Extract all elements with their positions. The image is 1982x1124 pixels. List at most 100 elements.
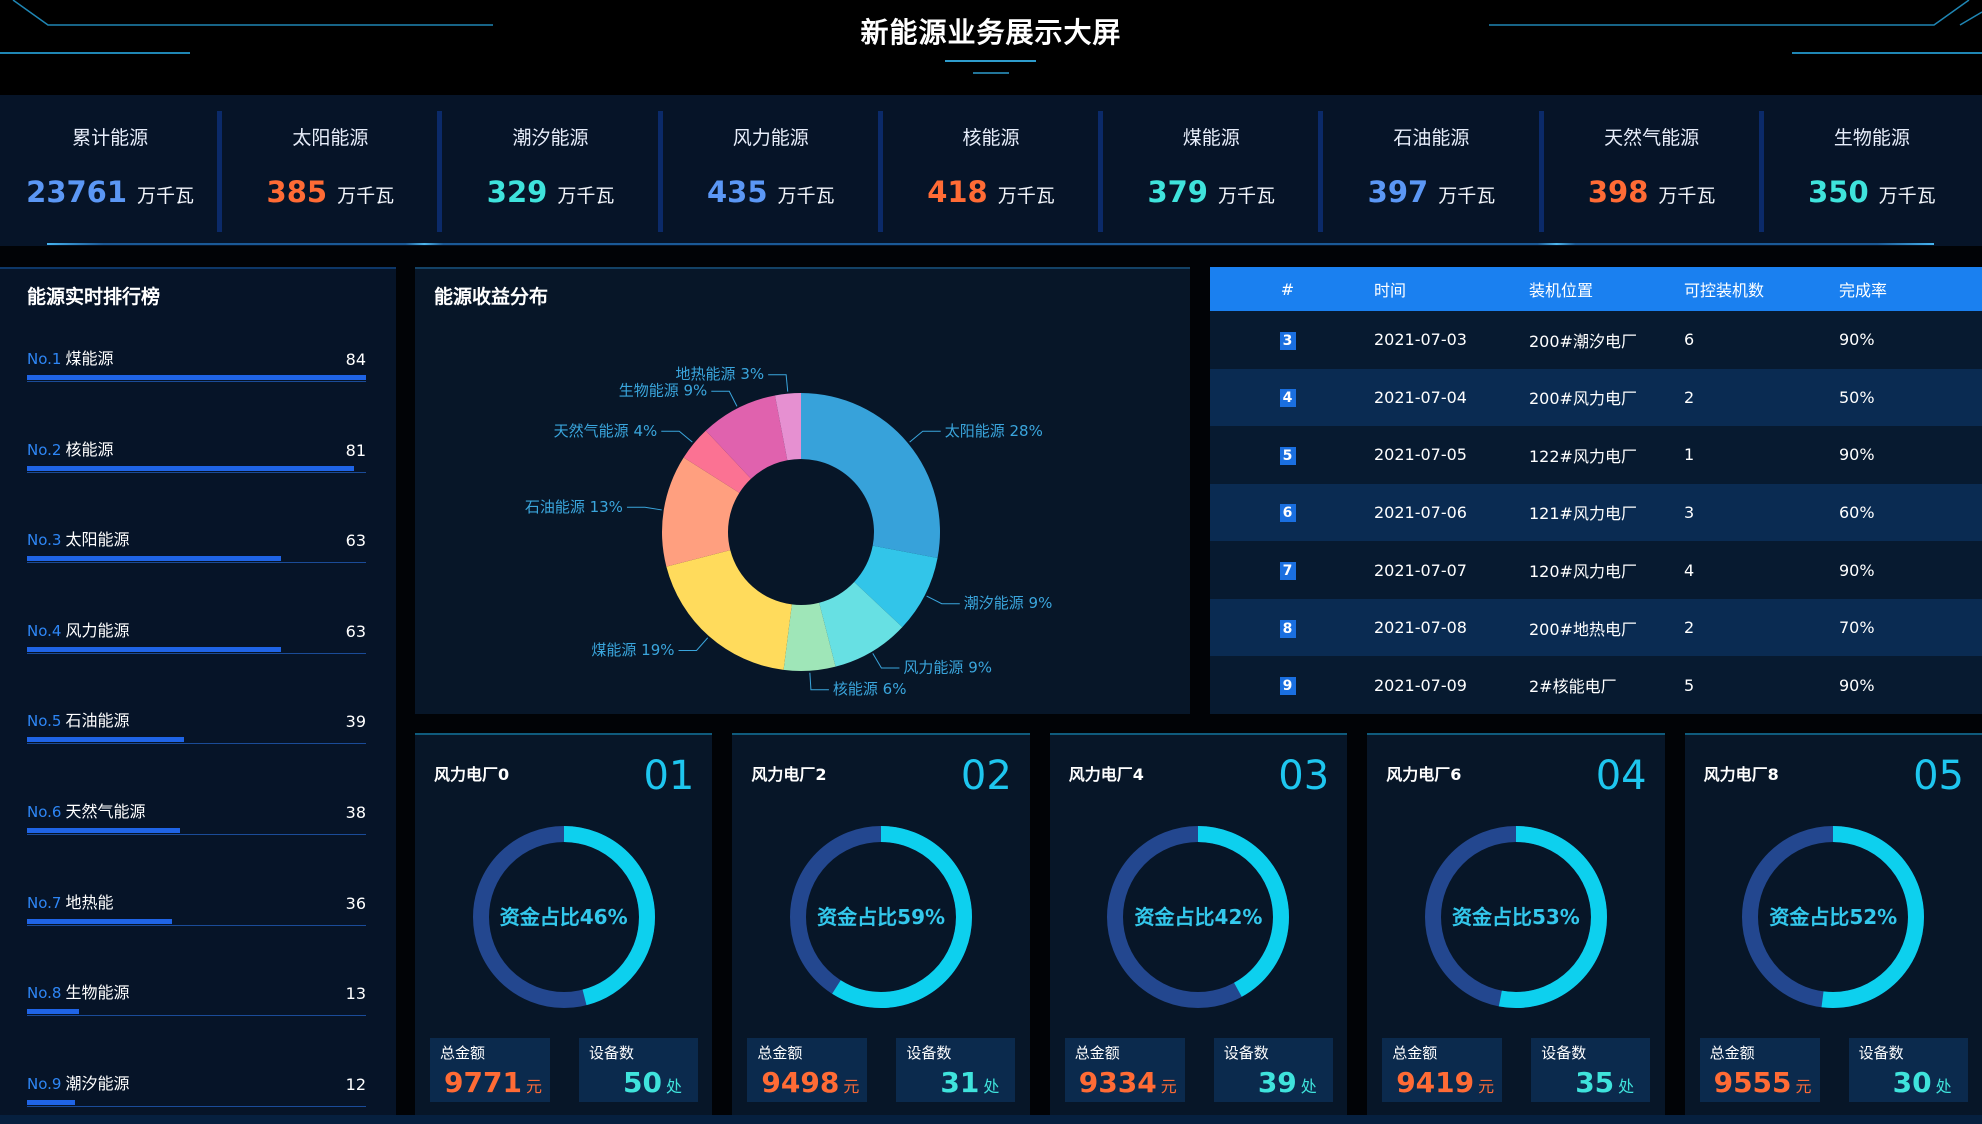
device-count-value: 35 <box>1575 1066 1615 1099</box>
pie-leader-line <box>926 595 960 605</box>
stat-cell: 煤能源 379 万千瓦 <box>1101 95 1324 235</box>
pie-label: 核能源 6% <box>833 680 907 698</box>
ranking-number: No.4 <box>27 621 62 640</box>
pie-slice-4[interactable] <box>783 602 836 671</box>
device-count-value-line: 50 处 <box>623 1066 682 1104</box>
pie-label: 煤能源 19% <box>591 641 674 659</box>
plant-name: 风力电厂2 <box>751 765 827 784</box>
ranking-number: No.6 <box>27 802 62 821</box>
total-amount-label: 总金额 <box>1709 1044 1755 1062</box>
plant-index: 02 <box>960 753 1012 799</box>
pie-slice-2[interactable] <box>854 545 938 628</box>
table-cell: 7 <box>1210 560 1365 581</box>
stat-cell: 风力能源 435 万千瓦 <box>661 95 884 235</box>
row-index-badge: 6 <box>1279 504 1296 523</box>
stat-label: 潮汐能源 <box>512 127 589 149</box>
pie-slice-6[interactable] <box>662 457 740 567</box>
total-amount-unit: 元 <box>1795 1077 1812 1096</box>
stat-label: 太阳能源 <box>292 127 369 149</box>
pie-slice-1[interactable] <box>801 393 940 559</box>
table-cell: 90% <box>1839 445 1875 465</box>
ranking-bar-track <box>27 465 366 473</box>
fund-ratio-label: 资金占比42% <box>1134 905 1263 929</box>
pie-slice-3[interactable] <box>819 581 903 667</box>
stat-unit: 万千瓦 <box>1878 185 1936 207</box>
stat-unit: 万千瓦 <box>1438 185 1496 207</box>
table-cell: 2021-07-08 <box>1374 618 1467 638</box>
pie-leader-line <box>661 430 693 443</box>
ranking-row: No.4 风力能源 63 <box>27 615 366 704</box>
installation-table: # 时间 装机位置 可控装机数 完成率 3 2021-07-03 200#潮汐电厂 6 90% 4… <box>1210 267 1982 714</box>
ranking-bar-fill <box>27 737 185 743</box>
device-count-label: 设备数 <box>589 1044 635 1062</box>
stat-cell: 累计能源 23761 万千瓦 <box>0 95 223 235</box>
donut-title: 能源收益分布 <box>434 286 549 308</box>
table-cell: 200#风力电厂 <box>1529 389 1637 409</box>
table-cell: 9 <box>1210 675 1365 696</box>
device-count-value: 50 <box>623 1066 662 1099</box>
plant-card: 风力电厂8 05 资金占比52% 总金额 9555 元 设备数 30 处 <box>1684 733 1982 1115</box>
stat-value-line: 435 万千瓦 <box>661 172 881 217</box>
total-amount-label: 总金额 <box>757 1044 803 1062</box>
table-header-cell: 时间 <box>1374 281 1407 300</box>
ranking-row-label: No.9 潮汐能源 <box>27 1070 129 1094</box>
ranking-bar-track <box>27 1099 366 1107</box>
row-index-badge: 5 <box>1279 446 1296 465</box>
total-amount-value: 9334 <box>1078 1066 1157 1099</box>
table-cell: 8 <box>1210 618 1365 638</box>
fund-ratio-ring <box>790 826 973 1008</box>
total-amount-label: 总金额 <box>1074 1044 1120 1062</box>
table-cell: 2021-07-03 <box>1374 330 1467 350</box>
ranking-bar-fill <box>27 918 173 924</box>
stat-cell: 太阳能源 385 万千瓦 <box>220 95 443 235</box>
total-amount-value: 9498 <box>761 1066 840 1099</box>
device-count-unit: 处 <box>665 1077 682 1096</box>
ranking-row: No.9 潮汐能源 12 <box>27 1068 366 1113</box>
ranking-row-header: No.2 核能源 81 <box>27 434 366 460</box>
ranking-row: No.6 天然气能源 38 <box>27 796 366 885</box>
fund-ratio-ring <box>1424 826 1607 1008</box>
table-cell: 2021-07-09 <box>1374 675 1467 695</box>
ring-progress <box>1107 826 1290 1008</box>
pie-label: 潮汐能源 9% <box>964 594 1053 612</box>
pie-slice-5[interactable] <box>666 550 792 670</box>
table-cell: 5 <box>1684 675 1695 695</box>
pie-slice-8[interactable] <box>705 395 788 479</box>
fund-ratio-ring <box>472 826 655 1008</box>
stat-unit: 万千瓦 <box>557 185 615 207</box>
device-count-value: 39 <box>1257 1066 1297 1099</box>
pie-slice-7[interactable] <box>683 430 752 493</box>
ranking-row-label: No.4 风力能源 <box>27 617 129 641</box>
pie-label: 石油能源 13% <box>525 498 623 516</box>
pie-label: 风力能源 9% <box>903 658 992 676</box>
device-count-box: 设备数 30 处 <box>1848 1038 1968 1102</box>
table-row: 6 2021-07-06 121#风力电厂 3 60% <box>1210 483 1982 542</box>
stat-label: 煤能源 <box>1182 127 1240 149</box>
ranking-row-header: No.6 天然气能源 38 <box>27 796 366 822</box>
ranking-row: No.1 煤能源 84 <box>27 343 366 432</box>
ranking-row-label: No.5 石油能源 <box>27 707 129 731</box>
table-cell: 2021-07-04 <box>1374 387 1467 407</box>
table-row: 7 2021-07-07 120#风力电厂 4 90% <box>1210 541 1982 599</box>
header-line-right-top <box>1489 0 1970 26</box>
device-count-label: 设备数 <box>1858 1044 1904 1062</box>
stat-label: 核能源 <box>962 127 1020 149</box>
ranking-row-label: No.6 天然气能源 <box>27 798 145 822</box>
stat-cell: 潮汐能源 329 万千瓦 <box>440 95 663 235</box>
ranking-row-header: No.7 地热能 36 <box>27 887 366 913</box>
ranking-name: 核能源 <box>65 439 114 459</box>
device-count-label: 设备数 <box>1541 1044 1587 1062</box>
ranking-name: 地热能 <box>65 892 114 912</box>
total-amount-value-line: 9771 元 <box>444 1066 542 1104</box>
stat-value: 379 <box>1147 175 1208 209</box>
total-amount-unit: 元 <box>1160 1077 1177 1096</box>
table-cell: 90% <box>1839 330 1875 350</box>
total-amount-unit: 元 <box>1478 1077 1495 1096</box>
stat-value: 418 <box>927 175 988 209</box>
footer-strip <box>0 1115 1982 1124</box>
ranking-value: 63 <box>345 531 366 551</box>
pie-slice-9[interactable] <box>774 393 801 461</box>
ranking-row-header: No.8 生物能源 13 <box>27 977 366 1003</box>
pie-label: 生物能源 9% <box>619 382 708 400</box>
stat-unit: 万千瓦 <box>997 185 1055 207</box>
